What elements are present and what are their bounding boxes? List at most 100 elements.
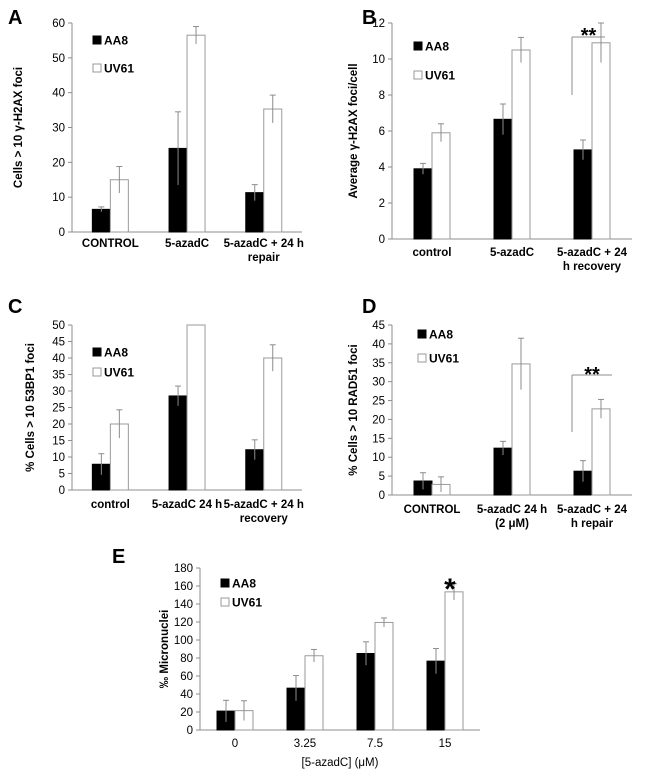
y-tick-label: 50	[52, 53, 65, 65]
bar-uv61-2	[263, 357, 283, 491]
y-tick-label: 160	[174, 581, 193, 593]
category-label: 7.5	[367, 738, 383, 750]
y-tick-label: 20	[372, 414, 385, 426]
significance-star: **	[581, 25, 597, 47]
y-tick-label: 0	[379, 234, 385, 246]
category-label: 0	[232, 738, 238, 750]
y-axis-label: % Cells > 10 RAD51 foci	[348, 344, 360, 475]
legend-swatch-uv61	[417, 353, 427, 363]
category-label: h repair	[571, 518, 614, 530]
category-label: CONTROL	[404, 504, 461, 516]
legend-label-uv61: UV61	[104, 62, 134, 76]
y-tick-label: 10	[372, 452, 385, 464]
panel-letter: C	[8, 296, 22, 318]
category-label: 5-azadC 24 h	[477, 504, 547, 516]
y-tick-label: 140	[174, 599, 193, 611]
y-tick-label: 8	[379, 90, 385, 102]
bar-uv61-3	[444, 591, 464, 731]
bar-aa8-1	[168, 395, 188, 491]
panel-c: C 0 5 10 15 20 25 30 35 40 45 50 % Cells > 10 53BP1 …	[8, 296, 304, 525]
bar-aa8-0	[413, 168, 433, 240]
bar-uv61-1	[186, 34, 206, 233]
bar-aa8-2	[573, 149, 593, 240]
legend-swatch-aa8	[220, 578, 230, 588]
y-tick-label: 40	[52, 353, 65, 365]
y-tick-label: 15	[52, 436, 65, 448]
y-tick-label: 20	[52, 157, 65, 169]
x-axis-label: [5-azadC] (μM)	[302, 757, 379, 769]
bar-uv61-2	[374, 621, 394, 731]
y-tick-label: 35	[52, 370, 65, 382]
bar-aa8-1	[493, 447, 513, 496]
legend-swatch-aa8	[92, 347, 102, 357]
legend-label-aa8: AA8	[429, 328, 453, 342]
y-tick-label: 45	[52, 337, 65, 349]
category-label: control	[91, 499, 130, 511]
legend-swatch-uv61	[220, 597, 230, 607]
panel-b: B 0 2 4 6 8 10 12 Average γ-H2AX foci/cell contro…	[348, 7, 632, 273]
y-tick-label: 60	[52, 18, 65, 30]
y-tick-label: 40	[180, 689, 193, 701]
panel-e: E 0 20 40 60 80 100 120 140 160 180 ‰ Micronuclei 0 3…	[112, 546, 480, 769]
legend-swatch-aa8	[417, 329, 427, 339]
y-tick-label: 60	[180, 671, 193, 683]
category-label: 5-azadC	[165, 238, 209, 250]
y-tick-label: 50	[52, 320, 65, 332]
category-label: 5-azadC + 24	[557, 504, 628, 516]
y-tick-label: 40	[52, 88, 65, 100]
category-label: control	[413, 247, 452, 259]
y-tick-label: 80	[180, 653, 193, 665]
category-label: repair	[248, 252, 280, 264]
y-tick-label: 30	[52, 123, 65, 135]
y-tick-label: 20	[52, 419, 65, 431]
legend-label-uv61: UV61	[104, 366, 134, 380]
y-tick-label: 0	[187, 725, 193, 737]
bar-uv61-1	[186, 324, 206, 491]
y-tick-label: 180	[174, 563, 193, 575]
bar-aa8-1	[493, 118, 513, 240]
bar-uv61-2	[591, 42, 611, 240]
category-label: (2 μM)	[495, 518, 529, 530]
legend-label-aa8: AA8	[232, 577, 256, 591]
bar-aa8-0	[91, 208, 111, 233]
significance-star: *	[444, 573, 456, 606]
y-tick-label: 0	[59, 227, 65, 239]
y-axis-label: ‰ Micronuclei	[159, 610, 171, 689]
y-tick-label: 5	[59, 469, 65, 481]
y-tick-label: 12	[372, 18, 385, 30]
category-label: 5-azadC 24 h	[152, 499, 222, 511]
y-tick-label: 4	[379, 162, 386, 174]
bar-uv61-1	[304, 655, 324, 731]
y-axis-label: % Cells > 10 53BP1 foci	[25, 343, 37, 472]
y-tick-label: 20	[180, 707, 193, 719]
y-tick-label: 120	[174, 617, 193, 629]
y-tick-label: 0	[379, 490, 385, 502]
bar-uv61-2	[263, 108, 283, 233]
y-tick-label: 0	[59, 485, 65, 497]
category-label: CONTROL	[82, 238, 139, 250]
legend-label-aa8: AA8	[425, 40, 449, 54]
legend-label-aa8: AA8	[104, 34, 128, 48]
category-label: 5-azadC + 24	[557, 247, 628, 259]
category-label: 5-azadC + 24 h	[224, 499, 304, 511]
category-label: recovery	[240, 513, 289, 525]
y-tick-label: 35	[372, 358, 385, 370]
panel-a: A 0 10 20 30 40 50 60 Cells > 10 γ-H2AX foci CONT…	[8, 7, 304, 264]
panel-d: D 0 5 10 15 20 25 30 35 40 45 % Cells > 10 RAD51 fo…	[348, 296, 632, 530]
bar-uv61-2	[591, 408, 611, 496]
legend-label-uv61: UV61	[232, 596, 262, 610]
y-tick-label: 45	[372, 320, 385, 332]
category-label: h recovery	[563, 261, 622, 273]
bar-uv61-0	[431, 132, 451, 240]
bar-uv61-1	[511, 49, 531, 240]
panel-letter: B	[362, 7, 376, 29]
y-tick-label: 5	[379, 471, 385, 483]
y-tick-label: 10	[372, 54, 385, 66]
y-tick-label: 6	[379, 126, 385, 138]
y-tick-label: 2	[379, 198, 385, 210]
panel-letter: E	[112, 546, 125, 568]
y-axis-label: Cells > 10 γ-H2AX foci	[13, 67, 25, 188]
legend-swatch-uv61	[413, 70, 423, 80]
y-tick-label: 10	[52, 192, 65, 204]
